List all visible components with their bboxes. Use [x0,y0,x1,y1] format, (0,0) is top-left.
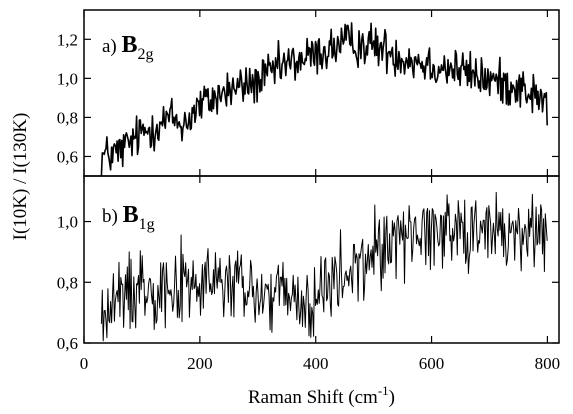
x-axis-title: Raman Shift (cm-1) [248,383,395,408]
panel-b1g-frame [83,175,560,344]
panel-b1g-label-main: B [123,202,139,228]
panel-b2g-frame [83,9,560,177]
panel-b1g-label-sub: 1g [139,216,155,233]
panel-b2g-label: a) B2g [102,32,154,63]
panel-b2g-label-prefix: a) [102,36,122,57]
x-tick-label: 200 [187,354,213,373]
y-tick-label: 0,6 [57,334,78,353]
panel-b1g: 0,6 0,8 1,0 b) B1g [57,175,560,353]
y-tick-label: 1,0 [57,69,78,88]
y-tick-label: 1,0 [57,213,78,232]
x-tick-label: 400 [303,354,329,373]
x-axis-title-main: Raman Shift (cm [248,387,378,408]
x-axis-title-sup: -1 [378,383,389,398]
x-tick-label: 800 [535,354,561,373]
series-b1g-line [100,191,548,342]
y-axis-title: I(10K) / I(130K) [10,113,31,241]
y-tick-label: 0,8 [57,108,78,127]
panel-b1g-y-axis: 0,6 0,8 1,0 [57,176,559,353]
panel-b2g-label-main: B [122,32,138,58]
x-tick-label: 600 [419,354,445,373]
panel-b2g: 0,6 0,8 1,0 1,2 a) B2g [57,9,560,177]
series-b2g-line [100,22,548,177]
y-tick-label: 0,8 [57,273,78,292]
panel-b1g-label: b) B1g [102,202,155,233]
x-axis: 0 200 400 600 800 [80,354,560,373]
y-tick-label: 1,2 [57,30,78,49]
x-axis-title-tail: ) [389,387,395,408]
panel-b2g-y-axis: 0,6 0,8 1,0 1,2 [57,10,559,176]
x-tick-label: 0 [80,354,89,373]
panel-b1g-label-prefix: b) [102,206,123,227]
y-tick-label: 0,6 [57,147,78,166]
panel-b2g-label-sub: 2g [138,46,154,63]
